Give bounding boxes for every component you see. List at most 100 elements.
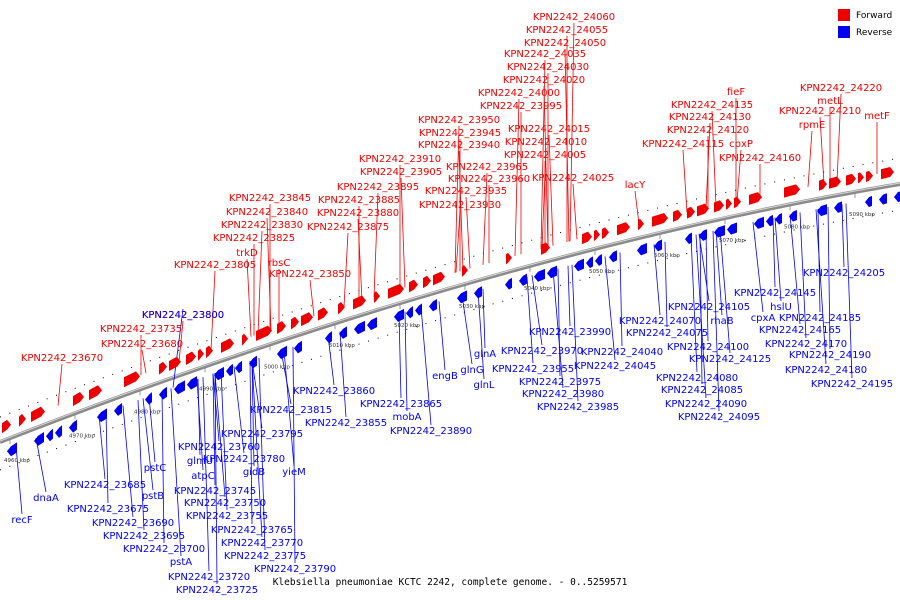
reverse-gene-label: glnA	[474, 349, 496, 360]
reverse-leader-line	[699, 233, 703, 385]
forward-gene-label: KPN2242_24025	[532, 173, 614, 184]
reverse-gene-arrow	[685, 232, 692, 245]
reverse-gene-arrow	[505, 277, 512, 290]
forward-gene-arrow	[541, 242, 550, 255]
forward-gene-label: KPN2242_24035	[504, 49, 586, 60]
scale-tick-label: 4970 kbp	[69, 433, 95, 439]
forward-leader-line	[465, 196, 471, 269]
reverse-leader-line	[799, 212, 807, 339]
reverse-gene-arrow	[97, 408, 107, 423]
reverse-gene-label: KPN2242_23855	[305, 418, 387, 429]
forward-gene-arrow	[433, 271, 445, 286]
reverse-gene-arrow	[637, 242, 647, 256]
forward-gene-arrow	[734, 196, 741, 209]
forward-gene-arrow	[617, 222, 630, 236]
forward-gene-arrow	[881, 167, 894, 180]
forward-gene-label: KPN2242_23845	[229, 193, 311, 204]
forward-gene-label: rpmE	[799, 120, 826, 131]
forward-leader-line	[514, 98, 520, 256]
reverse-gene-label: KPN2242_23795	[221, 429, 303, 440]
reverse-gene-label: KPN2242_23685	[64, 480, 146, 491]
reverse-gene-arrow	[249, 355, 257, 369]
forward-gene-arrow	[221, 338, 234, 353]
reverse-gene-arrow	[226, 363, 233, 377]
reverse-leader-line	[420, 306, 432, 426]
reverse-gene-label: glnG	[460, 365, 483, 376]
forward-gene-label: KPN2242_23905	[360, 167, 442, 178]
forward-gene-label: KPN2242_24130	[669, 112, 751, 123]
reverse-gene-arrow	[406, 306, 413, 319]
reverse-leader-line	[827, 206, 831, 350]
reverse-leader-line	[604, 256, 616, 361]
reverse-leader-line	[690, 235, 698, 373]
reverse-gene-arrow	[727, 222, 737, 235]
reverse-gene-label: KPN2242_23675	[67, 504, 149, 515]
forward-gene-label: KPN2242_23850	[269, 269, 351, 280]
forward-gene-label: KPN2242_23935	[425, 186, 507, 197]
figure-caption: Klebsiella pneumoniae KCTC 2242, complet…	[272, 577, 628, 588]
reverse-gene-label: glmU	[187, 456, 213, 467]
reverse-leader-line	[653, 244, 661, 316]
reverse-leader-line	[258, 357, 266, 551]
reverse-gene-label: KPN2242_23775	[224, 551, 306, 562]
reverse-gene-label: hslU	[770, 302, 792, 313]
reverse-gene-label: gidB	[243, 467, 265, 478]
forward-leader-line	[57, 363, 63, 406]
reverse-leader-line	[327, 335, 335, 386]
gene-labels: KPN2242_24060KPN2242_24055KPN2242_24050K…	[11, 12, 893, 596]
forward-leader-line	[569, 22, 575, 242]
forward-gene-arrow	[206, 345, 213, 359]
reverse-gene-arrow	[46, 428, 53, 442]
forward-gene-arrow	[388, 283, 404, 299]
reverse-gene-label: KPN2242_23725	[176, 585, 258, 596]
forward-gene-label: KPN2242_24020	[503, 75, 585, 86]
legend-forward-swatch	[838, 9, 850, 21]
scale-tick-label: 5080 kbp	[784, 224, 810, 230]
reverse-gene-label: KPN2242_24195	[811, 379, 893, 390]
reverse-gene-arrow	[865, 195, 872, 208]
reverse-leader-line	[220, 370, 228, 511]
forward-gene-arrow	[73, 391, 84, 407]
forward-gene-label: KPN2242_23805	[174, 260, 256, 271]
reverse-leader-line	[249, 361, 253, 525]
reverse-leader-line	[815, 209, 827, 365]
reverse-gene-arrow	[187, 376, 197, 390]
forward-gene-label: KPN2242_24050	[524, 38, 606, 49]
forward-gene-arrow	[652, 213, 668, 227]
reverse-leader-line	[212, 373, 216, 486]
scale-tick-label: 5070 kbp	[719, 238, 745, 244]
reverse-leader-line	[438, 301, 446, 371]
reverse-gene-label: KPN2242_23990	[529, 327, 611, 338]
forward-leader-line	[400, 177, 406, 288]
forward-gene-arrow	[277, 321, 286, 334]
reverse-gene-arrow	[817, 204, 827, 217]
reverse-gene-label: KPN2242_23690	[92, 518, 174, 529]
forward-gene-arrow	[19, 413, 26, 427]
reverse-gene-arrow	[519, 273, 527, 286]
forward-leader-line	[266, 217, 272, 330]
forward-gene-label: KPN2242_23885	[318, 195, 400, 206]
forward-gene-label: KPN2242_24115	[642, 139, 724, 150]
reverse-gene-arrow	[339, 326, 347, 339]
reverse-gene-arrow	[775, 213, 782, 225]
forward-leader-line	[309, 279, 315, 316]
reverse-leader-line	[531, 275, 543, 346]
forward-gene-arrow	[866, 170, 873, 182]
scale-tick-label: 5090 kbp	[849, 212, 875, 218]
reverse-leader-line	[214, 372, 218, 585]
reverse-leader-line	[251, 360, 263, 538]
reverse-leader-line	[619, 252, 623, 347]
reverse-gene-arrow	[766, 214, 773, 227]
reverse-gene-arrow	[34, 432, 44, 446]
forward-gene-arrow	[242, 333, 248, 346]
reverse-gene-label: KPN2242_24040	[581, 347, 663, 358]
forward-gene-label: KPN2242_23910	[359, 154, 441, 165]
forward-gene-arrow	[829, 176, 841, 189]
forward-gene-label: KPN2242_23800	[142, 310, 224, 321]
reverse-gene-arrow	[894, 191, 900, 203]
reverse-gene-label: KPN2242_24205	[803, 268, 885, 279]
reverse-gene-arrow	[69, 419, 77, 433]
forward-gene-arrow	[291, 316, 299, 330]
reverse-gene-label: pstC	[144, 463, 166, 474]
reverse-gene-label: KPN2242_24085	[661, 385, 743, 396]
